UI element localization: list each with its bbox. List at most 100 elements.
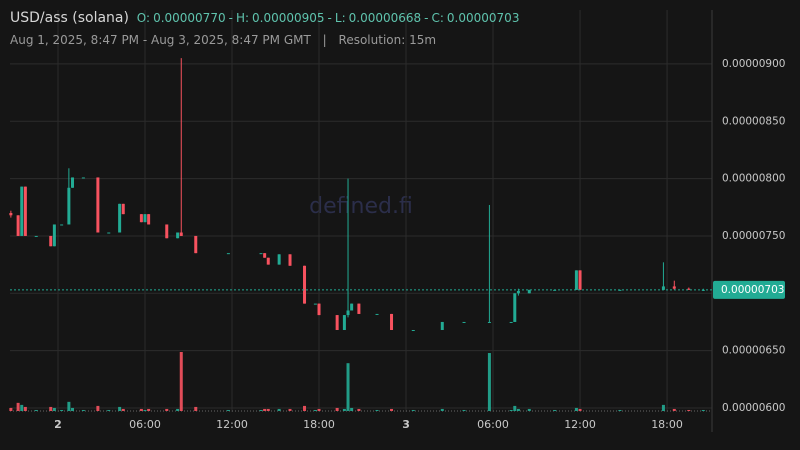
candle-body: [259, 253, 263, 255]
watermark: defined.fi: [309, 194, 413, 219]
volume-bar: [487, 353, 491, 411]
volume-bar: [67, 401, 71, 411]
last-price-label: 0.00000703: [721, 284, 784, 296]
x-tick-label: 2: [54, 418, 62, 431]
candle-body: [375, 313, 379, 315]
x-tick-label: 06:00: [477, 418, 509, 431]
volume-bar: [357, 408, 361, 411]
candle-body: [165, 224, 169, 239]
candle-body: [118, 203, 122, 233]
candle-body: [390, 313, 394, 330]
candle-body: [462, 321, 466, 323]
volume-bar: [49, 406, 53, 411]
candle-body: [661, 286, 665, 290]
ohlc-prefix: L:: [334, 11, 346, 25]
volume-bar: [139, 408, 143, 411]
volume-bar: [277, 408, 281, 411]
volume-bar: [390, 408, 394, 411]
y-tick-label: 0.00000800: [722, 173, 785, 185]
candle-body: [288, 254, 292, 266]
candle-body: [70, 177, 74, 188]
subtitle: Aug 1, 2025, 8:47 PM - Aug 3, 2025, 8:47…: [10, 33, 444, 47]
volume-bar: [350, 407, 354, 411]
candle-body: [527, 289, 531, 294]
ohlc-prefix: H:: [235, 11, 250, 25]
candle-body: [121, 203, 125, 215]
x-tick-label: 06:00: [129, 418, 161, 431]
separator: -: [327, 11, 332, 25]
ohlc-value: 0.00000905: [252, 11, 325, 25]
volume-bar: [440, 408, 444, 411]
y-tick-label: 0.00000650: [722, 345, 785, 357]
volume-bar: [23, 406, 27, 411]
volume-bar: [516, 408, 520, 411]
x-tick-label: 18:00: [303, 418, 335, 431]
candle-body: [313, 303, 317, 305]
candle-body: [509, 321, 513, 323]
candle-body: [9, 213, 13, 216]
candle-body: [96, 177, 100, 233]
volume-bar: [513, 405, 517, 411]
candle-body: [16, 215, 20, 236]
volume-bar: [375, 409, 379, 411]
candle-body: [143, 214, 147, 223]
volume-bar: [81, 409, 85, 411]
volume-bar: [263, 408, 267, 411]
volume-bar: [509, 409, 513, 411]
y-tick-label: 0.00000750: [722, 230, 785, 242]
x-tick-label: 12:00: [216, 418, 248, 431]
x-tick-label: 12:00: [564, 418, 596, 431]
candle-body: [487, 321, 491, 323]
candle-body: [226, 253, 230, 255]
candle-body: [266, 257, 270, 265]
candle-body: [303, 265, 307, 304]
volume-bar: [179, 352, 183, 411]
last-price-box: [713, 280, 785, 299]
candle-body: [516, 290, 520, 294]
volume-bar: [165, 408, 169, 411]
candle-body: [277, 254, 281, 265]
volume-bar: [462, 409, 466, 411]
volume-bar: [313, 409, 317, 411]
y-tick-label: 0.00000600: [722, 402, 785, 414]
candle-body: [52, 224, 56, 247]
candle-body: [687, 288, 691, 290]
candle-body: [176, 232, 180, 239]
ohlc-value: 0.00000770: [153, 11, 226, 25]
volume-bar: [143, 409, 147, 411]
separator: -: [228, 11, 233, 25]
x-tick-label: 3: [402, 418, 410, 431]
volume-bar: [121, 408, 125, 411]
volume-bar: [618, 409, 622, 411]
candle-body: [346, 310, 350, 316]
volume-bar: [107, 409, 111, 411]
candle-body: [20, 186, 24, 236]
separator: -: [424, 11, 429, 25]
volume-bar: [52, 407, 56, 411]
candle-body: [513, 293, 517, 322]
y-tick-label: 0.00000900: [722, 58, 785, 70]
divider: |: [322, 33, 327, 47]
candle-body: [317, 303, 321, 316]
candle-body: [574, 270, 578, 290]
volume-bar: [342, 408, 346, 411]
volume-bar: [20, 404, 24, 411]
candle-body: [194, 235, 198, 254]
volume-bar: [672, 408, 676, 411]
header: USD/ass (solana) O: 0.00000770- H: 0.000009…: [10, 10, 522, 26]
candle-body: [147, 214, 151, 225]
candle-body: [263, 253, 267, 258]
candle-body: [67, 187, 71, 225]
volume-bar: [346, 363, 350, 411]
volume-bar: [317, 408, 321, 411]
candle-body: [342, 315, 346, 330]
candle-body: [357, 303, 361, 314]
candle-body: [23, 186, 27, 236]
volume-bar: [701, 409, 705, 411]
volume-bar: [266, 408, 270, 411]
volume-bar: [194, 406, 198, 411]
ohlc-value: 0.00000703: [446, 11, 520, 25]
volume-bar: [176, 408, 180, 411]
volume-bar: [147, 408, 151, 411]
